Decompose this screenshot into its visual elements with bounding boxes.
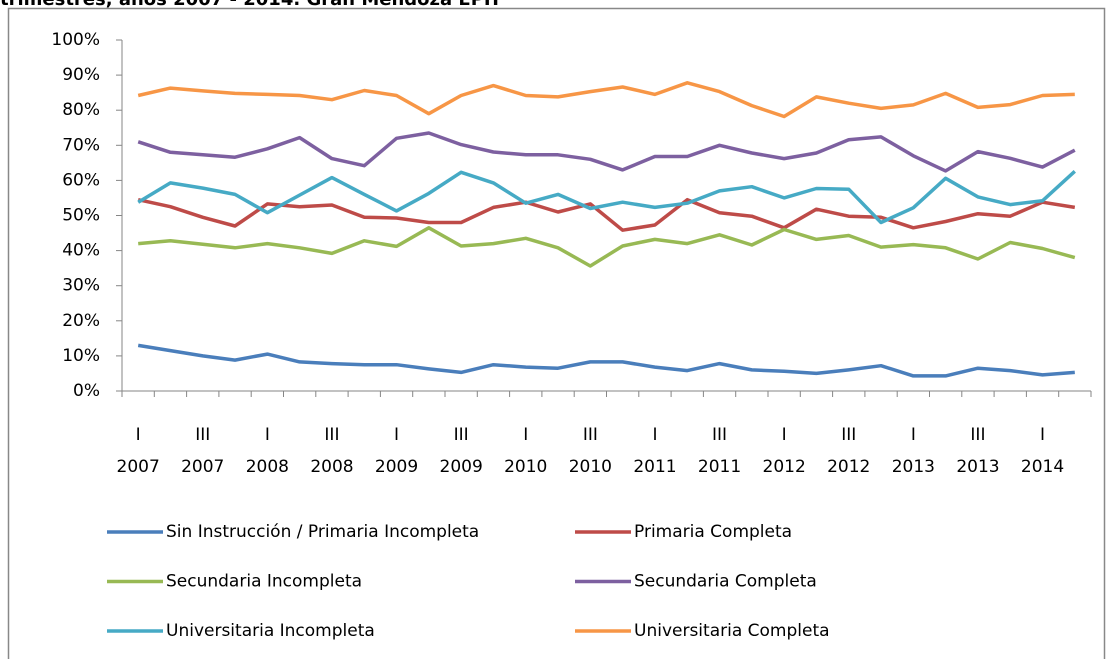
x-tick-label: 2007 (181, 457, 224, 477)
chart-title: trimestres, años 2007 - 2014. Gran Mendo… (0, 0, 499, 10)
legend-label: Universitaria Completa (634, 621, 830, 641)
x-tick-label: III (712, 425, 727, 445)
x-tick-label: I (652, 425, 657, 445)
y-tick-label: 60% (62, 170, 100, 190)
x-tick-label: III (324, 425, 339, 445)
y-tick-label: 100% (51, 30, 100, 50)
x-tick-label: I (265, 425, 270, 445)
x-tick-label: I (782, 425, 787, 445)
x-tick-label: III (970, 425, 985, 445)
chart-border (7, 7, 1106, 659)
y-tick-label: 30% (62, 276, 100, 296)
x-tick-label: 2013 (892, 457, 935, 477)
x-tick-label: 2009 (375, 457, 418, 477)
y-tick-label: 70% (62, 135, 100, 155)
y-tick-label: 40% (62, 241, 100, 261)
legend-label: Primaria Completa (634, 522, 792, 542)
y-tick-label: 50% (62, 206, 100, 226)
x-tick-label: 2008 (246, 457, 289, 477)
x-tick-label: I (911, 425, 916, 445)
x-tick-label: 2010 (569, 457, 612, 477)
x-tick-label: 2012 (763, 457, 806, 477)
x-tick-label: 2008 (310, 457, 353, 477)
series-line (137, 131, 1076, 173)
x-tick-label: III (195, 425, 210, 445)
x-tick-label: I (1040, 425, 1045, 445)
x-tick-label: 2012 (827, 457, 870, 477)
x-tick-label: 2011 (698, 457, 741, 477)
x-tick-label: III (841, 425, 856, 445)
y-tick-label: 80% (62, 100, 100, 120)
legend-label: Universitaria Incompleta (166, 621, 375, 641)
series-line (138, 226, 1076, 268)
x-tick-label: 2013 (956, 457, 999, 477)
x-tick-label: 2009 (440, 457, 483, 477)
x-tick-label: I (523, 425, 528, 445)
x-tick-label: I (394, 425, 399, 445)
y-tick-label: 0% (73, 381, 100, 401)
series-line (137, 170, 1076, 225)
legend-label: Sin Instrucción / Primaria Incompleta (166, 522, 479, 542)
x-tick-label: 2014 (1021, 457, 1064, 477)
series-line (137, 343, 1075, 378)
series-line (137, 197, 1076, 232)
y-tick-label: 10% (62, 346, 100, 366)
x-tick-label: I (136, 425, 141, 445)
x-tick-label: 2011 (633, 457, 676, 477)
legend-label: Secundaria Completa (634, 572, 817, 592)
x-tick-label: 2007 (117, 457, 160, 477)
series-line (137, 81, 1075, 119)
x-tick-label: III (454, 425, 469, 445)
y-tick-label: 20% (62, 311, 100, 331)
x-tick-label: III (583, 425, 598, 445)
x-tick-label: 2010 (504, 457, 547, 477)
legend-label: Secundaria Incompleta (166, 572, 362, 592)
y-tick-label: 90% (62, 65, 100, 85)
